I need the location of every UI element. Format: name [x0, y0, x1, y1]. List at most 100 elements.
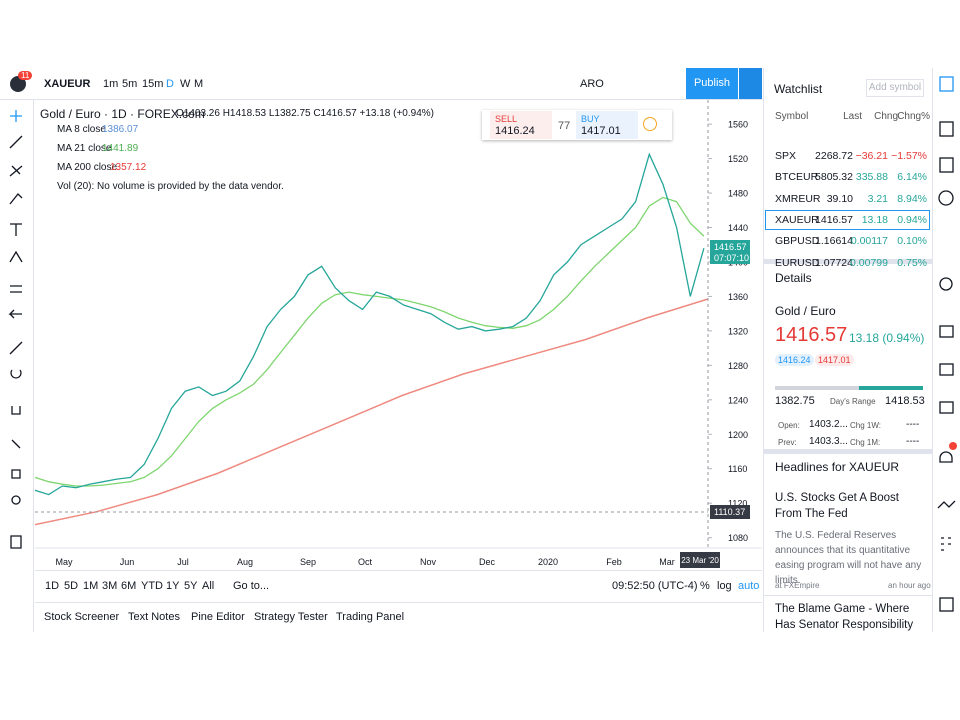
crosshair-date-tag	[680, 552, 720, 568]
tab[interactable]: Trading Panel	[336, 611, 405, 623]
y-tick-label: 1440	[728, 223, 748, 233]
m: ----	[906, 436, 920, 447]
range-bar-left	[775, 386, 859, 390]
price-chart[interactable]: 1080112011601200124012801320136014001440…	[35, 100, 762, 570]
wl-symbol[interactable]: GBPUSD	[775, 235, 820, 248]
auto[interactable]: auto	[738, 580, 760, 592]
indicator-value: 1357.12	[110, 162, 147, 173]
tab[interactable]: Strategy Tester	[254, 611, 328, 623]
indicator-value: 1441.89	[102, 143, 139, 154]
open: 1403.2...	[809, 419, 848, 430]
wl-cell: −1.57%	[891, 150, 927, 162]
icon-bar	[937, 76, 957, 612]
clock: 09:52:50 (UTC-4)	[612, 580, 698, 592]
details-price: 1416.57	[775, 324, 848, 346]
price-axis	[708, 100, 762, 548]
x-tick-label: May	[55, 557, 73, 567]
tab[interactable]: Text Notes	[128, 611, 180, 623]
range[interactable]: All	[202, 580, 215, 592]
wl-cell: 1416.57	[815, 213, 853, 226]
wl-symbol[interactable]: SPX	[775, 150, 797, 162]
price-line	[35, 152, 705, 496]
publish-menu[interactable]	[739, 68, 762, 99]
range[interactable]: YTD	[141, 580, 163, 592]
y-tick-label: 1280	[728, 361, 748, 371]
x-tick-label: Dec	[479, 557, 496, 567]
avatar[interactable]	[10, 76, 26, 92]
ma200-line	[35, 298, 709, 526]
indicator-label: MA 200 close	[57, 162, 118, 173]
range[interactable]: 5Y	[184, 580, 198, 592]
publish-button[interactable]: Publish	[686, 68, 738, 99]
x-tick-label: Nov	[420, 557, 437, 567]
range-bar-right	[859, 386, 923, 390]
range[interactable]: 1M	[83, 580, 99, 592]
headline-divider	[764, 595, 932, 596]
goto[interactable]: Go to...	[233, 580, 270, 592]
wl-symbol[interactable]: XAUEUR	[775, 213, 819, 226]
headlines-title[interactable]: Headlines for XAUEUR	[775, 460, 900, 474]
interval[interactable]: 15m	[142, 78, 164, 90]
y-tick-label: 1120	[728, 499, 747, 509]
y-tick-label: 1200	[728, 430, 748, 440]
range[interactable]: 1D	[45, 580, 60, 592]
wl-cell: 0.75%	[897, 256, 927, 269]
wl-cell: 1.07724	[815, 256, 853, 269]
left-toolbar-border	[33, 100, 34, 632]
range[interactable]: 1Y	[166, 580, 180, 592]
wl-cell: 335.88	[855, 171, 888, 184]
sell-button[interactable]	[490, 111, 552, 139]
w: ----	[906, 419, 920, 430]
y-tick-label: 1480	[728, 189, 748, 199]
tab[interactable]: Pine Editor	[191, 611, 245, 623]
buy-button[interactable]	[576, 111, 638, 139]
app: 11 XAUEUR ARO Publish 1080 1120 1160 1200 12…	[0, 68, 960, 632]
wl-cell: −36.21	[855, 150, 888, 162]
headline-source: at FXEmpire	[775, 581, 820, 590]
log[interactable]: log	[717, 580, 732, 592]
countdown: 07:07:10	[714, 253, 749, 263]
badge: 11	[18, 71, 33, 80]
x-tick-label: Mar	[659, 557, 675, 567]
info-icon[interactable]	[643, 117, 657, 131]
interval[interactable]: 1m	[103, 78, 119, 90]
crosshair-price: 1110.37	[714, 507, 745, 517]
interval[interactable]: M	[194, 78, 204, 90]
headline[interactable]: U.S. Stocks Get A Boost From The Fed	[775, 492, 900, 520]
interval[interactable]: D	[166, 78, 174, 90]
percent[interactable]: %	[700, 580, 710, 592]
indicator-label: MA 8 close	[57, 124, 106, 135]
wl-symbol[interactable]: EURUSD	[775, 256, 820, 269]
range[interactable]: 5D	[64, 580, 79, 592]
plot-bg	[35, 100, 708, 548]
x-tick-label: Oct	[358, 557, 373, 567]
sell-price: 1416.24	[495, 125, 535, 137]
headline[interactable]: The Blame Game - Where Has Senator Respo…	[775, 603, 914, 631]
symbol[interactable]: XAUEUR	[44, 78, 91, 90]
watchlist-title[interactable]: Watchlist	[774, 82, 823, 96]
wl-cell: 0.94%	[897, 213, 927, 226]
range[interactable]: 6M	[121, 580, 137, 592]
interval[interactable]: W	[180, 78, 191, 90]
volume-note: Vol (20): No volume is provided by the d…	[57, 181, 284, 192]
wl-symbol[interactable]: XMREUR	[775, 192, 821, 205]
interval[interactable]: 5m	[122, 78, 138, 90]
x-tick-label: Jun	[120, 557, 135, 567]
tabs-border	[35, 602, 762, 603]
column-header: Chng	[874, 111, 898, 122]
wl-cell: 6.14%	[897, 171, 927, 184]
last-price: 1416.57	[714, 242, 747, 252]
x-tick-label: Aug	[237, 557, 253, 567]
x-tick-label: Jul	[177, 557, 189, 567]
prev: 1403.3...	[809, 436, 848, 447]
wl-cell: 0.00799	[850, 256, 888, 269]
column-header: Symbol	[775, 111, 809, 122]
range[interactable]: 3M	[102, 580, 118, 592]
details-change: 13.18 (0.94%)	[849, 331, 925, 345]
alert[interactable]: ARO	[580, 78, 604, 90]
wl-cell: 13.18	[861, 213, 888, 226]
selected-row[interactable]	[765, 209, 930, 230]
add-symbol[interactable]: Add symbol	[866, 79, 924, 97]
wl-symbol[interactable]: BTCEUR	[775, 171, 819, 184]
tab[interactable]: Stock Screener	[44, 611, 120, 623]
